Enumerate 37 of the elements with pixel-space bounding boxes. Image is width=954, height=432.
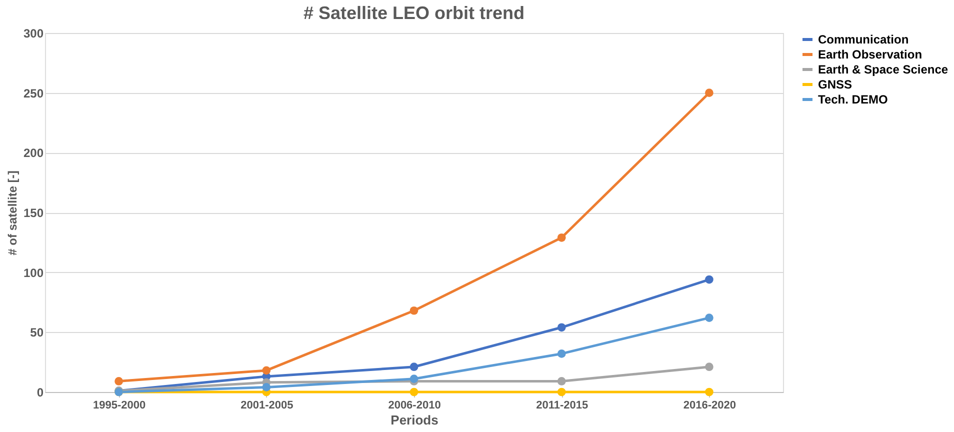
- y-axis-title: # of satellite [-]: [5, 170, 20, 256]
- point: [410, 306, 418, 315]
- point: [705, 275, 714, 284]
- x-tick-label: 2006-2010: [388, 400, 441, 412]
- point: [557, 350, 566, 358]
- legend-label: Earth Observation: [818, 48, 922, 62]
- point: [557, 388, 566, 396]
- legend-label: Tech. DEMO: [818, 92, 888, 106]
- point: [410, 374, 418, 384]
- legend-label: GNSS: [818, 78, 852, 92]
- point: [410, 388, 418, 396]
- x-tick-label: 2001-2005: [240, 400, 294, 412]
- point: [557, 377, 566, 386]
- y-tick-label: 50: [30, 326, 44, 340]
- point: [557, 323, 566, 332]
- point: [557, 233, 566, 242]
- legend-label: Communication: [818, 32, 909, 46]
- chart-title: # Satellite LEO orbit trend: [303, 3, 525, 23]
- point: [262, 366, 271, 375]
- point: [262, 383, 271, 392]
- y-tick-label: 250: [23, 86, 44, 100]
- y-tick-label: 200: [23, 146, 44, 160]
- point: [705, 388, 714, 396]
- y-tick-label: 0: [36, 386, 44, 400]
- x-tick-label: 2016-2020: [683, 400, 736, 412]
- x-tick-label: 1995-2000: [92, 400, 146, 412]
- point: [705, 88, 714, 98]
- x-axis-title: Periods: [390, 412, 438, 428]
- y-tick-label: 100: [23, 266, 44, 280]
- point: [114, 377, 123, 386]
- y-tick-label: 300: [23, 26, 44, 40]
- x-tick-label: 2011-2015: [536, 400, 588, 412]
- point: [705, 314, 714, 322]
- point: [410, 362, 418, 372]
- y-tick-label: 150: [23, 206, 44, 220]
- point: [705, 362, 714, 372]
- legend-label: Earth & Space Science: [818, 62, 948, 76]
